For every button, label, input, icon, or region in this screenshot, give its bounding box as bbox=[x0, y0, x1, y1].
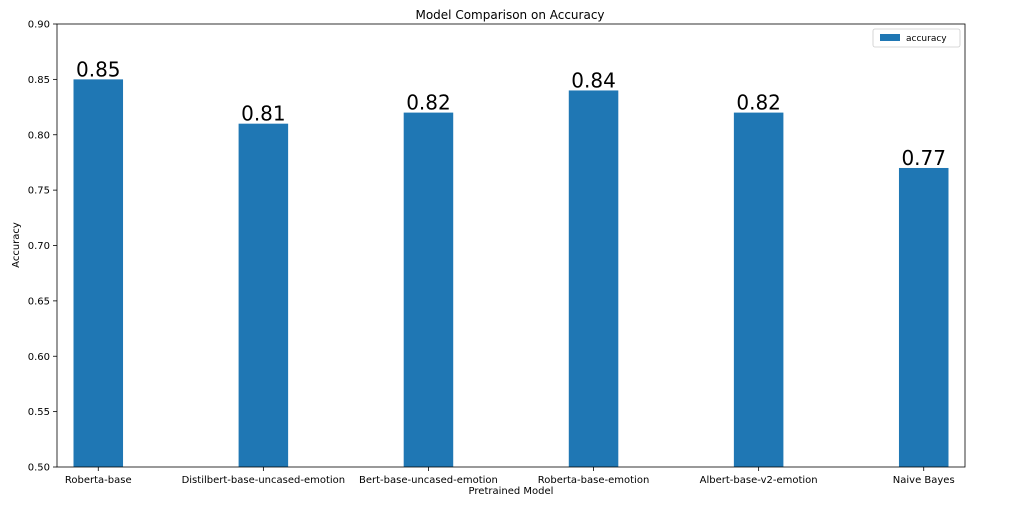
data-label-5: 0.77 bbox=[901, 146, 946, 170]
x-tick-label-4: Albert-base-v2-emotion bbox=[700, 475, 818, 486]
bar-4 bbox=[733, 112, 784, 467]
y-axis: 0.50 0.55 0.60 0.65 0.70 0.75 0.80 0.85 0.90 bbox=[28, 20, 57, 474]
x-tick-label-3: Roberta-base-emotion bbox=[538, 475, 650, 486]
bar-5 bbox=[898, 167, 949, 467]
y-tick-label-4: 0.70 bbox=[28, 241, 50, 252]
x-axis: Roberta-base Distilbert-base-uncased-emot… bbox=[65, 467, 955, 486]
bar-1 bbox=[238, 123, 289, 468]
data-label-0: 0.85 bbox=[76, 57, 121, 81]
data-label-3: 0.84 bbox=[571, 68, 616, 92]
y-tick-label-0: 0.50 bbox=[28, 463, 50, 474]
x-tick-label-1: Distilbert-base-uncased-emotion bbox=[182, 475, 346, 486]
y-axis-label: Accuracy bbox=[11, 222, 22, 268]
plot-area bbox=[57, 24, 965, 467]
x-axis-label: Pretrained Model bbox=[469, 486, 554, 497]
y-tick-label-8: 0.90 bbox=[28, 20, 50, 31]
data-label-4: 0.82 bbox=[736, 91, 781, 115]
y-tick-label-7: 0.85 bbox=[28, 75, 50, 86]
data-label-1: 0.81 bbox=[241, 102, 286, 126]
y-tick-label-1: 0.55 bbox=[28, 407, 50, 418]
bars-group bbox=[73, 79, 949, 468]
y-tick-label-6: 0.80 bbox=[28, 130, 50, 141]
chart-title: Model Comparison on Accuracy bbox=[415, 8, 604, 22]
plot-frame bbox=[56, 23, 966, 468]
y-tick-label-3: 0.65 bbox=[28, 296, 50, 307]
legend: accuracy bbox=[872, 28, 961, 48]
x-tick-label-2: Bert-base-uncased-emotion bbox=[359, 475, 498, 486]
legend-label: accuracy bbox=[906, 34, 947, 44]
legend-box bbox=[872, 28, 961, 48]
bar-2 bbox=[403, 112, 454, 467]
y-tick-label-5: 0.75 bbox=[28, 186, 50, 197]
data-label-2: 0.82 bbox=[406, 91, 451, 115]
x-tick-label-0: Roberta-base bbox=[65, 475, 132, 486]
x-tick-label-5: Naive Bayes bbox=[893, 475, 955, 486]
bar-0 bbox=[73, 79, 124, 467]
bar-3 bbox=[568, 90, 619, 467]
data-labels-group: 0.85 0.81 0.82 0.84 0.82 0.77 bbox=[76, 57, 946, 170]
y-tick-label-2: 0.60 bbox=[28, 352, 50, 363]
legend-swatch bbox=[880, 34, 900, 41]
